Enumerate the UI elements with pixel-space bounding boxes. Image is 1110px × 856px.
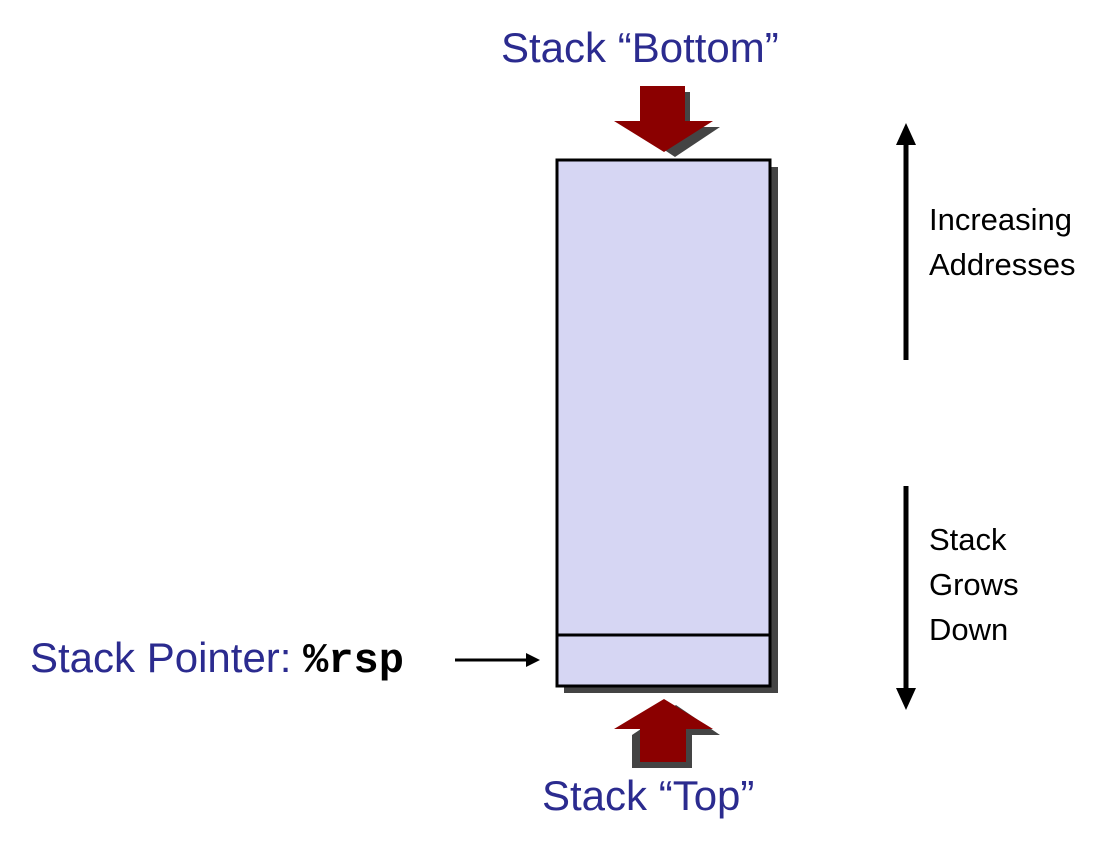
stack-rectangle [555, 158, 772, 688]
increasing-addresses-line2: Addresses [929, 247, 1076, 282]
stack-pointer-arrow-head [526, 653, 540, 667]
grows-down-line2: Grows [929, 567, 1019, 602]
stack-top-label: Stack “Top” [542, 772, 755, 819]
increasing-addresses-label: Increasing Addresses [929, 197, 1075, 287]
grows-down-label: Stack Grows Down [929, 517, 1019, 652]
grows-down-arrow-head [896, 688, 916, 710]
stack-bottom-label: Stack “Bottom” [501, 24, 779, 71]
increasing-addresses-arrow-head [896, 123, 916, 145]
bottom-arrow [614, 86, 713, 152]
stack-pointer-register: %rsp [303, 637, 404, 685]
grows-down-line3: Down [929, 612, 1009, 647]
top-arrow [614, 699, 713, 762]
stack-pointer-prefix: Stack Pointer: [30, 634, 304, 681]
increasing-addresses-line1: Increasing [929, 202, 1073, 237]
grows-down-line1: Stack [929, 522, 1007, 557]
stack-pointer-label: Stack Pointer: %rsp [30, 634, 404, 685]
